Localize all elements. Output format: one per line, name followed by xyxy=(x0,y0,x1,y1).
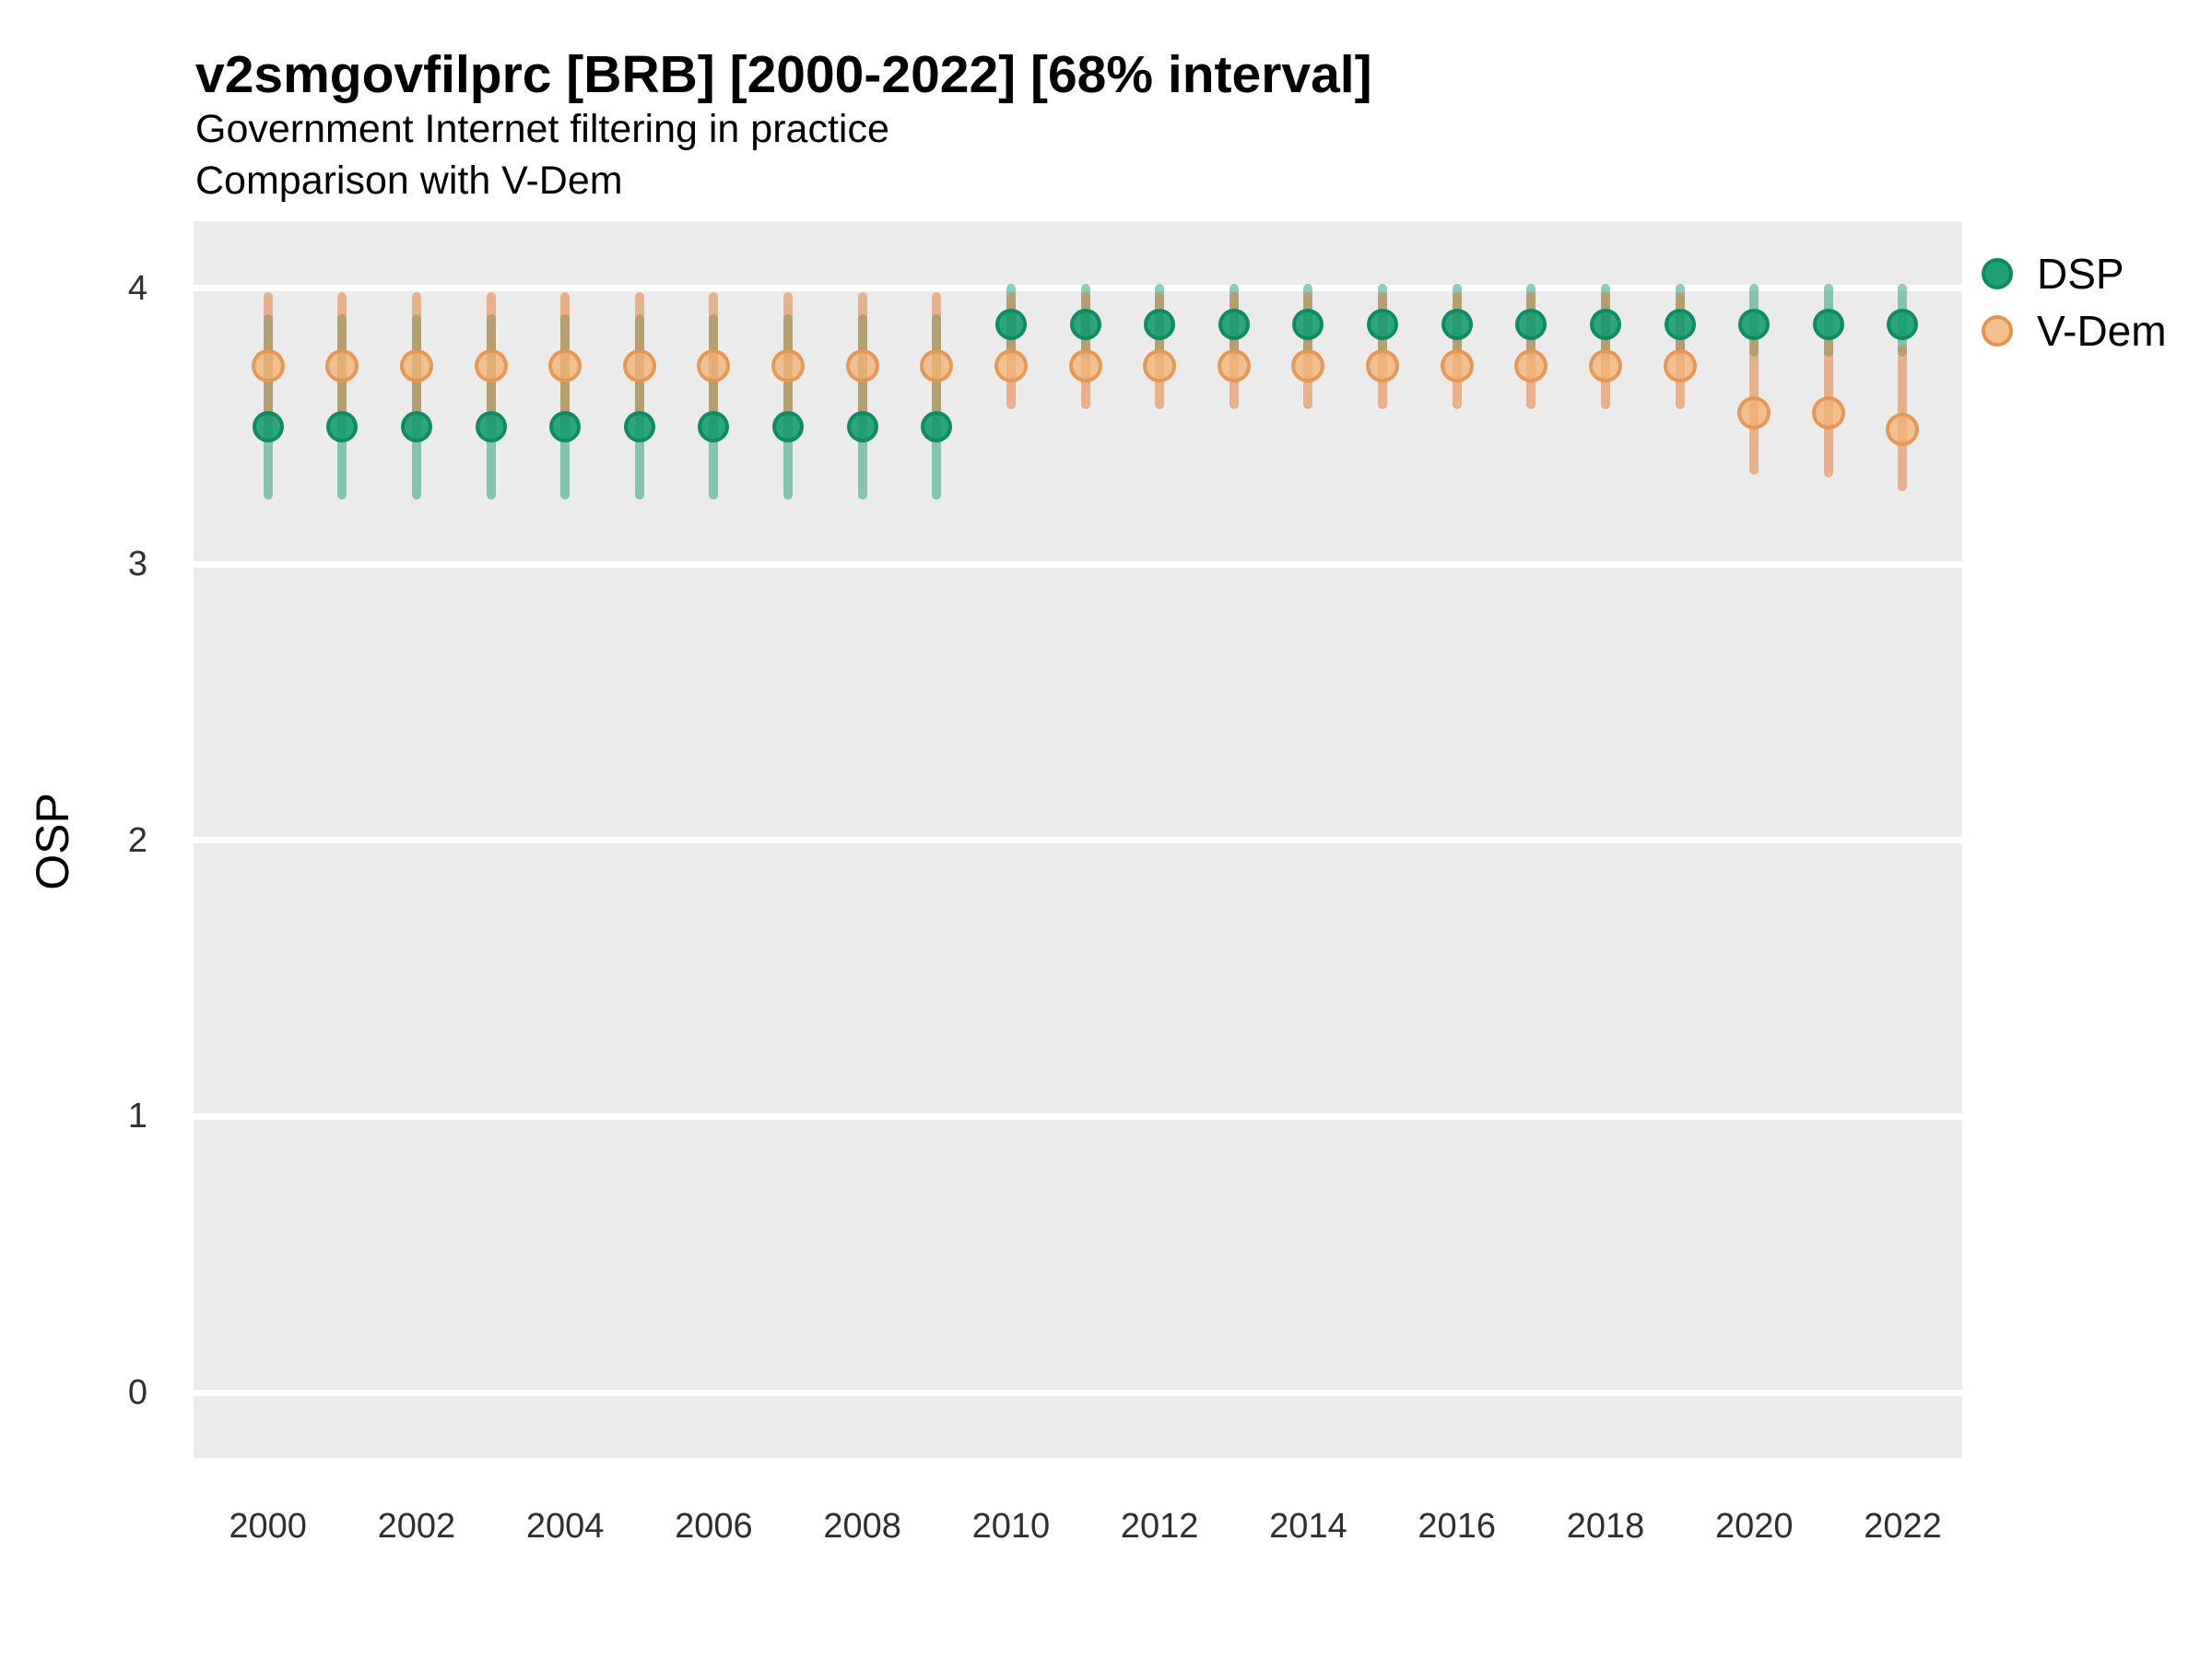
x-tick-label: 2006 xyxy=(675,1507,753,1546)
vdem-point xyxy=(697,348,731,382)
vdem-point xyxy=(1217,348,1251,382)
vdem-point xyxy=(1143,348,1177,382)
dsp-point xyxy=(698,410,730,442)
major-gridline xyxy=(194,1389,1962,1396)
x-tick-label: 2020 xyxy=(1714,1507,1794,1546)
dsp-point xyxy=(1589,308,1621,340)
vdem-point xyxy=(1663,348,1697,382)
vdem-point xyxy=(771,348,806,382)
x-tick-label: 2004 xyxy=(525,1507,605,1546)
dsp-point xyxy=(549,410,582,442)
dsp-point xyxy=(326,410,359,442)
x-tick-label: 2016 xyxy=(1418,1507,1496,1546)
y-tick-label: 0 xyxy=(127,1373,147,1412)
x-tick-label: 2012 xyxy=(1120,1507,1199,1546)
y-tick-label: 1 xyxy=(127,1097,147,1136)
vdem-point xyxy=(548,348,582,382)
vdem-point xyxy=(994,348,1028,382)
dsp-point xyxy=(475,410,507,442)
vdem-point xyxy=(474,348,508,382)
dsp-point xyxy=(252,410,284,442)
dsp-point xyxy=(1664,308,1696,340)
chart-subtitle: Government Internet filtering in practic… xyxy=(195,107,889,151)
dsp-point xyxy=(623,410,655,442)
y-tick-label: 2 xyxy=(127,820,147,860)
major-gridline xyxy=(194,837,1962,844)
dsp-point xyxy=(1515,308,1547,340)
vdem-point xyxy=(1366,348,1400,382)
vdem-point xyxy=(845,348,879,382)
vdem-point xyxy=(1440,348,1474,382)
y-tick-label: 3 xyxy=(127,545,147,584)
vdem-point xyxy=(399,348,433,382)
x-tick-label: 2010 xyxy=(971,1507,1051,1546)
dsp-point xyxy=(921,410,953,442)
legend-label-dsp: DSP xyxy=(2037,250,2124,298)
x-tick-label: 2014 xyxy=(1269,1507,1347,1546)
major-gridline xyxy=(194,1112,1962,1120)
vdem-point xyxy=(325,348,359,382)
vdem-point xyxy=(622,348,656,382)
vdem-point xyxy=(1291,348,1325,382)
vdem-point xyxy=(1588,348,1622,382)
dsp-point xyxy=(1887,308,1919,340)
dsp-point xyxy=(1144,308,1176,340)
dsp-point xyxy=(1218,308,1250,340)
chart-title: v2smgovfilprc [BRB] [2000-2022] [68% int… xyxy=(195,45,1372,104)
x-tick-label: 2018 xyxy=(1566,1507,1645,1546)
legend-item-dsp: DSP xyxy=(1982,245,2167,302)
vdem-point xyxy=(1886,412,1920,446)
legend-item-vdem: V-Dem xyxy=(1982,302,2167,359)
x-tick-label: 2000 xyxy=(229,1507,307,1546)
dsp-point xyxy=(1812,308,1844,340)
vdem-point xyxy=(920,348,954,382)
dsp-legend-swatch-icon xyxy=(1982,258,2013,289)
chart-subtitle-line2: Comparison with V-Dem xyxy=(195,159,623,203)
vdem-point xyxy=(1737,395,1771,429)
x-tick-label: 2002 xyxy=(377,1507,456,1546)
major-gridline xyxy=(194,285,1962,292)
legend: DSP V-Dem xyxy=(1982,245,2167,359)
dsp-point xyxy=(1367,308,1399,340)
dsp-point xyxy=(1292,308,1324,340)
dsp-point xyxy=(1069,308,1101,340)
dsp-point xyxy=(846,410,878,442)
vdem-point xyxy=(1514,348,1548,382)
dsp-point xyxy=(400,410,432,442)
x-tick-label: 2008 xyxy=(823,1507,901,1546)
vdem-point xyxy=(251,348,285,382)
vdem-point xyxy=(1068,348,1102,382)
dsp-point xyxy=(772,410,805,442)
vdem-legend-swatch-icon xyxy=(1982,315,2013,347)
legend-label-vdem: V-Dem xyxy=(2037,307,2167,355)
y-tick-label: 4 xyxy=(127,268,147,308)
major-gridline xyxy=(194,560,1962,568)
dsp-point xyxy=(994,308,1027,340)
dsp-point xyxy=(1441,308,1473,340)
dsp-point xyxy=(1738,308,1771,340)
plot-area xyxy=(194,221,1962,1458)
vdem-point xyxy=(1811,395,1845,429)
x-tick-label: 2022 xyxy=(1864,1507,1942,1546)
